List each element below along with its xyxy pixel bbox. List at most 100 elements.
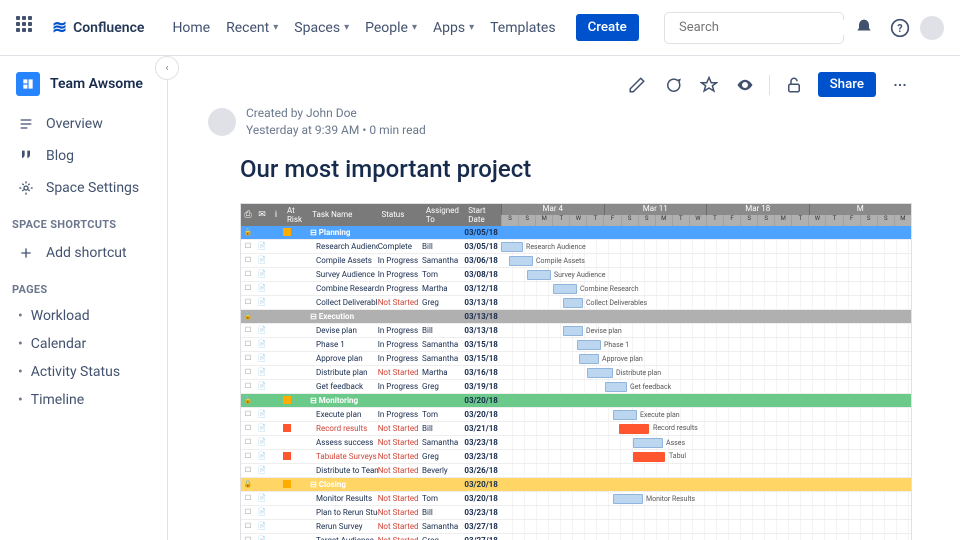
profile-avatar[interactable]: [920, 16, 944, 40]
sidebar-space-settings[interactable]: Space Settings: [0, 172, 167, 204]
timeline-row: [501, 394, 911, 408]
task-row[interactable]: ☐📄Plan to Rerun StudyNot StartedBill03/2…: [241, 506, 501, 520]
more-actions-icon[interactable]: [888, 73, 912, 97]
timeline-row: Approve plan: [501, 352, 911, 366]
timeline-row: Tabul: [501, 450, 911, 464]
plus-icon: [18, 245, 34, 261]
timeline-row: Survey Audience: [501, 268, 911, 282]
nav-spaces[interactable]: Spaces▾: [286, 16, 357, 40]
page-actions: Share: [240, 72, 912, 97]
nav-recent[interactable]: Recent▾: [218, 16, 286, 40]
pages-header: PAGES: [0, 269, 167, 302]
add-shortcut-label: Add shortcut: [46, 245, 127, 261]
timeline-row: [501, 520, 911, 534]
col-risk: At Risk: [283, 204, 308, 226]
timeline-row: Devise plan: [501, 324, 911, 338]
col-assigned: Assigned To: [422, 204, 464, 226]
task-row[interactable]: ☐📄Distribute to TeamNot StartedBeverly03…: [241, 464, 501, 478]
task-row[interactable]: ☐📄Collect DeliverablesNot StartedGreg03/…: [241, 296, 501, 310]
timeline-row: Compile Assets: [501, 254, 911, 268]
col-status: Status: [377, 208, 421, 221]
watch-icon[interactable]: [733, 73, 757, 97]
task-row[interactable]: ☐📄Tabulate SurveysNot StartedGreg03/23/1…: [241, 450, 501, 464]
nav-apps[interactable]: Apps▾: [425, 16, 482, 40]
page-link-calendar[interactable]: Calendar: [0, 330, 167, 358]
page-title: Our most important project: [240, 155, 912, 183]
col-name: Task Name: [308, 208, 377, 221]
shortcuts-header: SPACE SHORTCUTS: [0, 204, 167, 237]
timeline-row: [501, 534, 911, 540]
task-row[interactable]: ☐📄Rerun SurveyNot StartedSamantha03/27/1…: [241, 520, 501, 534]
notifications-icon[interactable]: [848, 12, 880, 44]
created-by: Created by John Doe: [246, 105, 426, 122]
timeline-row: Monitor Results: [501, 492, 911, 506]
search-box[interactable]: [664, 12, 844, 44]
task-row[interactable]: ☐📄Get feedbackIn ProgressGreg03/19/18: [241, 380, 501, 394]
timeline-row: Execute plan: [501, 408, 911, 422]
nav-templates[interactable]: Templates: [482, 16, 564, 40]
timeline-row: Combine Research: [501, 282, 911, 296]
space-header[interactable]: Team Awsome: [0, 68, 167, 108]
phase-row[interactable]: 🔒⊟ Closing03/20/18: [241, 478, 501, 492]
timeline-row: [501, 226, 911, 240]
task-row[interactable]: ☐📄Research AudienceCompleteBill03/05/18: [241, 240, 501, 254]
space-icon: [16, 72, 40, 96]
top-navigation: ≋ Confluence HomeRecent▾Spaces▾People▾Ap…: [0, 0, 960, 56]
product-logo[interactable]: ≋ Confluence: [52, 17, 144, 38]
task-row[interactable]: ☐📄Monitor ResultsNot StartedTom03/20/18: [241, 492, 501, 506]
task-row[interactable]: ☐📄Survey AudienceIn ProgressTom03/08/18: [241, 268, 501, 282]
sidebar-overview[interactable]: Overview: [0, 108, 167, 140]
space-title: Team Awsome: [50, 76, 143, 92]
task-row[interactable]: ☐📄Approve planIn ProgressSamantha03/15/1…: [241, 352, 501, 366]
phase-row[interactable]: 🔒⊟ Monitoring03/20/18: [241, 394, 501, 408]
timeline-row: [501, 478, 911, 492]
timeline-row: [501, 464, 911, 478]
restrictions-icon[interactable]: [782, 73, 806, 97]
page-link-workload[interactable]: Workload: [0, 302, 167, 330]
task-row[interactable]: ☐📄Target AudienceNot StartedGreg03/27/18: [241, 534, 501, 540]
task-row[interactable]: ☐📄Execute planIn ProgressTom03/20/18: [241, 408, 501, 422]
edit-icon[interactable]: [625, 73, 649, 97]
sidebar-blog[interactable]: Blog: [0, 140, 167, 172]
add-shortcut-button[interactable]: Add shortcut: [0, 237, 167, 269]
timeline-row: [501, 506, 911, 520]
svg-text:?: ?: [897, 22, 902, 35]
sidebar: ‹ Team Awsome OverviewBlogSpace Settings…: [0, 56, 168, 540]
timeline-row: Research Audience: [501, 240, 911, 254]
collapse-sidebar-button[interactable]: ‹: [155, 56, 179, 80]
timeline-row: Collect Deliverables: [501, 296, 911, 310]
action-divider: [769, 75, 770, 95]
phase-row[interactable]: 🔒⊟ Planning03/05/18: [241, 226, 501, 240]
col-date: Start Date: [464, 204, 501, 226]
author-avatar[interactable]: [208, 108, 236, 136]
task-row[interactable]: ☐📄Distribute planNot StartedMartha03/16/…: [241, 366, 501, 380]
timeline-row: Asses: [501, 436, 911, 450]
timeline-row: [501, 310, 911, 324]
task-row[interactable]: ☐📄Devise planIn ProgressBill03/13/18: [241, 324, 501, 338]
help-icon[interactable]: ?: [884, 12, 916, 44]
task-row[interactable]: ☐📄Phase 1In ProgressSamantha03/15/18: [241, 338, 501, 352]
byline: Created by John Doe Yesterday at 9:39 AM…: [208, 105, 880, 139]
task-row[interactable]: ☐📄Assess successNot StartedSamantha03/23…: [241, 436, 501, 450]
timeline-row: Get feedback: [501, 380, 911, 394]
star-icon[interactable]: [697, 73, 721, 97]
search-input[interactable]: [679, 20, 845, 35]
app-switcher-icon[interactable]: [16, 16, 40, 40]
phase-row[interactable]: 🔒⊟ Execution03/13/18: [241, 310, 501, 324]
gantt-chart: ⎙✉i At Risk Task Name Status Assigned To…: [240, 203, 912, 540]
page-link-timeline[interactable]: Timeline: [0, 386, 167, 414]
timeline-row: Distribute plan: [501, 366, 911, 380]
task-row[interactable]: ☐📄Compile AssetsIn ProgressSamantha03/06…: [241, 254, 501, 268]
share-button[interactable]: Share: [818, 72, 876, 97]
product-name: Confluence: [73, 20, 144, 36]
page-link-activity-status[interactable]: Activity Status: [0, 358, 167, 386]
comment-icon[interactable]: [661, 73, 685, 97]
create-button[interactable]: Create: [576, 14, 639, 41]
confluence-icon: ≋: [52, 17, 67, 38]
task-row[interactable]: ☐📄Combine ResearchIn ProgressMartha03/12…: [241, 282, 501, 296]
nav-people[interactable]: People▾: [357, 16, 425, 40]
nav-home[interactable]: Home: [164, 16, 218, 40]
page-content: Share Created by John Doe Yesterday at 9…: [168, 56, 960, 540]
timeline-row: Phase 1: [501, 338, 911, 352]
task-row[interactable]: ☐📄Record resultsNot StartedBill03/21/18: [241, 422, 501, 436]
